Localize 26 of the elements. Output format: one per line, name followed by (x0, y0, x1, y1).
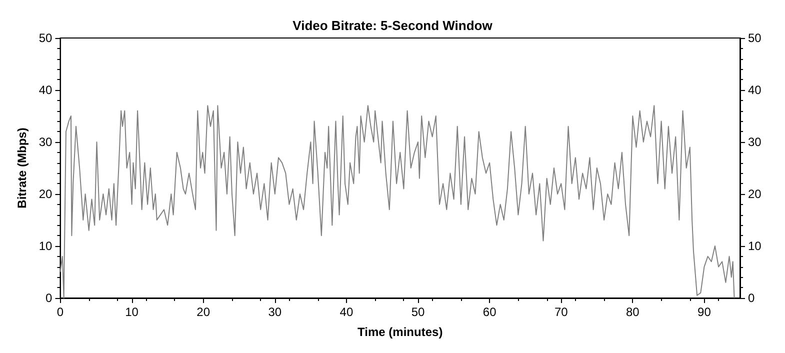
y-tick-label: 0 (46, 291, 53, 305)
y-tick-label: 30 (38, 135, 53, 149)
y-tick-label: 40 (38, 83, 53, 97)
y-tick-label: 10 (38, 239, 53, 253)
y2-tick-label: 40 (748, 83, 762, 97)
line-series (60, 105, 735, 298)
x-tick-label: 40 (340, 305, 354, 319)
y-axis-title: Bitrate (Mbps) (15, 128, 29, 208)
x-tick-label: 90 (698, 305, 712, 319)
x-tick-label: 10 (125, 305, 139, 319)
x-axis-title: Time (minutes) (358, 325, 443, 339)
y2-tick-label: 30 (748, 135, 762, 149)
x-tick-label: 30 (268, 305, 282, 319)
x-tick-label: 70 (554, 305, 568, 319)
y2-tick-label: 10 (748, 239, 762, 253)
x-tick-label: 20 (196, 305, 210, 319)
y2-tick-label: 20 (748, 187, 762, 201)
y2-tick-label: 0 (748, 291, 755, 305)
x-tick-label: 80 (626, 305, 640, 319)
x-tick-label: 0 (56, 305, 64, 319)
y-tick-label: 50 (38, 31, 53, 45)
y2-tick-label: 50 (748, 31, 762, 45)
x-tick-label: 60 (482, 305, 497, 319)
chart-title: Video Bitrate: 5-Second Window (292, 18, 494, 33)
x-tick-label: 50 (411, 305, 426, 319)
y-tick-label: 20 (38, 187, 53, 201)
